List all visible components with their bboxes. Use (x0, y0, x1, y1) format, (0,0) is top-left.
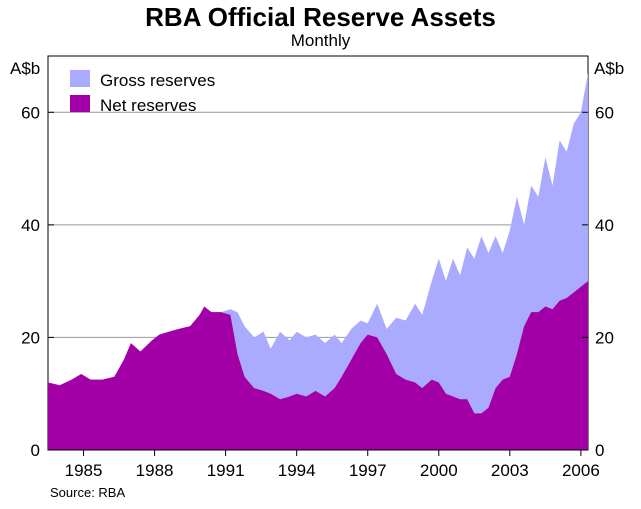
y-tick-label-right: 0 (595, 441, 604, 460)
x-tick-label: 1988 (136, 461, 174, 480)
y-axis-label-left: A$b (10, 59, 40, 78)
net-reserves-area (48, 281, 588, 450)
x-tick-label: 1985 (65, 461, 103, 480)
legend: Gross reserves Net reserves (70, 70, 215, 115)
x-tick-label: 1994 (278, 461, 316, 480)
axes: 0 0 20 20 40 40 60 60 1985 1988 1991 1994 1997 2000 20… (21, 103, 614, 480)
x-tick-label: 1997 (349, 461, 387, 480)
chart-subtitle: Monthly (290, 31, 351, 50)
y-tick-label-left: 40 (21, 216, 40, 235)
legend-label-gross: Gross reserves (100, 71, 215, 90)
legend-swatch-gross (70, 70, 90, 87)
chart-title: RBA Official Reserve Assets (145, 2, 496, 32)
x-tick-label: 1991 (207, 461, 245, 480)
y-axis-label-right: A$b (594, 59, 624, 78)
y-tick-label-left: 20 (21, 328, 40, 347)
x-tick-label: 2000 (420, 461, 458, 480)
y-tick-label-left: 0 (31, 441, 40, 460)
legend-label-net: Net reserves (100, 96, 196, 115)
y-tick-label-right: 60 (595, 103, 614, 122)
x-tick-label: 2006 (562, 461, 600, 480)
x-tick-label: 2003 (491, 461, 529, 480)
source-note: Source: RBA (50, 485, 126, 500)
y-tick-label-left: 60 (21, 103, 40, 122)
y-tick-label-right: 20 (595, 328, 614, 347)
y-tick-label-right: 40 (595, 216, 614, 235)
legend-swatch-net (70, 95, 90, 112)
